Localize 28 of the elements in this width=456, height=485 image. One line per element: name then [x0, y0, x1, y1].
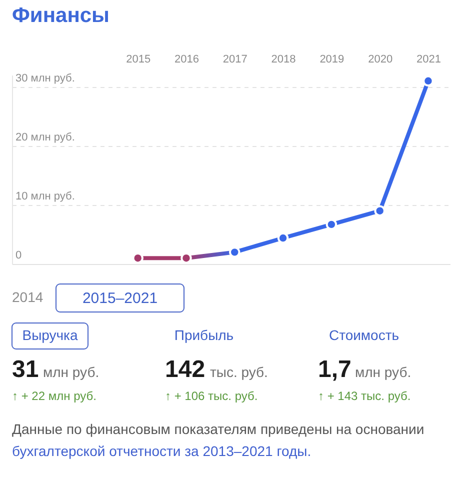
text: Выручка: [22, 327, 78, 343]
text: 1,7: [318, 356, 352, 383]
text: ↑ + 106 тыс. руб.: [165, 389, 258, 403]
x-tick-label: 2019: [320, 54, 344, 66]
x-tick-label: 2020: [368, 54, 393, 66]
x-tick-label: 2018: [271, 54, 296, 66]
text: млн руб.: [43, 364, 100, 380]
x-tick-label: 2021: [416, 54, 441, 66]
text: ↑ + 143 тыс. руб.: [318, 389, 411, 403]
x-tick-label: 2015: [126, 54, 151, 66]
text: Прибыль: [174, 327, 234, 343]
text: Данные по финансовым показателям приведены на основании: [12, 421, 424, 437]
y-tick-label: 30 млн руб.: [16, 72, 75, 84]
text: бухгалтерской отчетности за 2013–2021 годы.: [12, 443, 312, 459]
x-tick-label: 2017: [222, 54, 248, 66]
x-tick-label: 2016: [174, 54, 199, 66]
text: 2014: [12, 289, 44, 305]
text: млн руб.: [355, 364, 412, 380]
text: ↑ + 22 млн руб.: [12, 389, 96, 403]
text: 2015–2021: [82, 290, 158, 307]
text: тыс. руб.: [210, 364, 268, 380]
y-tick-label: 10 млн руб.: [16, 190, 75, 202]
text: 142: [165, 356, 206, 383]
text: 31: [12, 356, 39, 383]
text: Стоимость: [328, 327, 400, 343]
chart-title: Финансы: [12, 4, 110, 27]
y-tick-label: 0: [16, 250, 22, 262]
y-tick-label: 20 млн руб.: [16, 131, 75, 144]
